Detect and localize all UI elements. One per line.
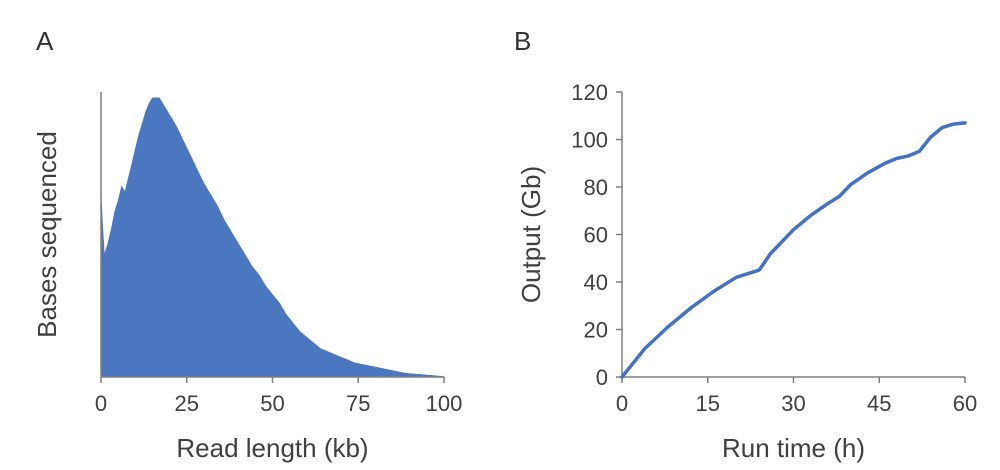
y-axis-title: Output (Gb) [516, 166, 546, 303]
y-tick-label: 80 [584, 175, 608, 200]
chart-b-line: 0 20 40 60 80 100 120 0 15 30 45 60 Run time (h) Outp… [516, 80, 977, 463]
y-axis-title: Bases sequenced [32, 131, 62, 338]
y-tick-label: 60 [584, 223, 608, 248]
panel-a-label: A [36, 26, 54, 56]
y-tick-label: 100 [571, 128, 608, 153]
x-tick-label: 0 [95, 391, 107, 416]
x-tick-label: 60 [953, 391, 977, 416]
y-tick-label: 20 [584, 318, 608, 343]
x-axis-title: Run time (h) [722, 433, 865, 463]
x-tick-label: 75 [346, 391, 370, 416]
histogram-area [100, 97, 445, 378]
x-tick-label: 45 [867, 391, 891, 416]
panel-b-label: B [514, 26, 532, 56]
x-tick-label: 100 [426, 391, 463, 416]
x-tick-label: 0 [616, 391, 628, 416]
x-tick-label: 15 [696, 391, 720, 416]
y-tick-label: 0 [596, 365, 608, 390]
x-tick-label: 50 [260, 391, 284, 416]
x-axis-title: Read length (kb) [176, 433, 368, 463]
x-tick-label: 30 [781, 391, 805, 416]
y-tick-label: 40 [584, 270, 608, 295]
y-tick-label: 120 [571, 80, 608, 105]
output-line [620, 121, 967, 379]
x-tick-label: 25 [175, 391, 199, 416]
chart-a-histogram: 0 25 50 75 100 Read length (kb) Bases sequence… [32, 92, 462, 463]
